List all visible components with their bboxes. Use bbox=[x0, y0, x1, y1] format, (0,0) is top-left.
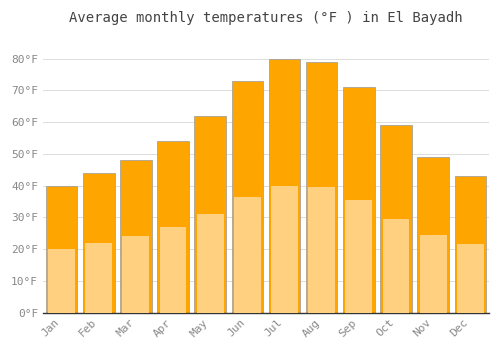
Title: Average monthly temperatures (°F ) in El Bayadh: Average monthly temperatures (°F ) in El… bbox=[69, 11, 462, 25]
Bar bbox=[308, 187, 335, 313]
Bar bbox=[197, 214, 224, 313]
Bar bbox=[160, 227, 186, 313]
Bar bbox=[194, 116, 226, 313]
Bar bbox=[454, 176, 486, 313]
Bar bbox=[420, 235, 446, 313]
Bar bbox=[268, 58, 300, 313]
Bar bbox=[86, 243, 112, 313]
Bar bbox=[306, 62, 338, 313]
Bar bbox=[48, 249, 75, 313]
Bar bbox=[457, 244, 483, 313]
Bar bbox=[380, 125, 412, 313]
Bar bbox=[382, 219, 409, 313]
Bar bbox=[346, 200, 372, 313]
Bar bbox=[122, 237, 150, 313]
Bar bbox=[232, 81, 263, 313]
Bar bbox=[271, 186, 298, 313]
Bar bbox=[157, 141, 189, 313]
Bar bbox=[234, 197, 261, 313]
Bar bbox=[418, 157, 449, 313]
Bar bbox=[120, 160, 152, 313]
Bar bbox=[46, 186, 78, 313]
Bar bbox=[83, 173, 114, 313]
Bar bbox=[343, 87, 374, 313]
